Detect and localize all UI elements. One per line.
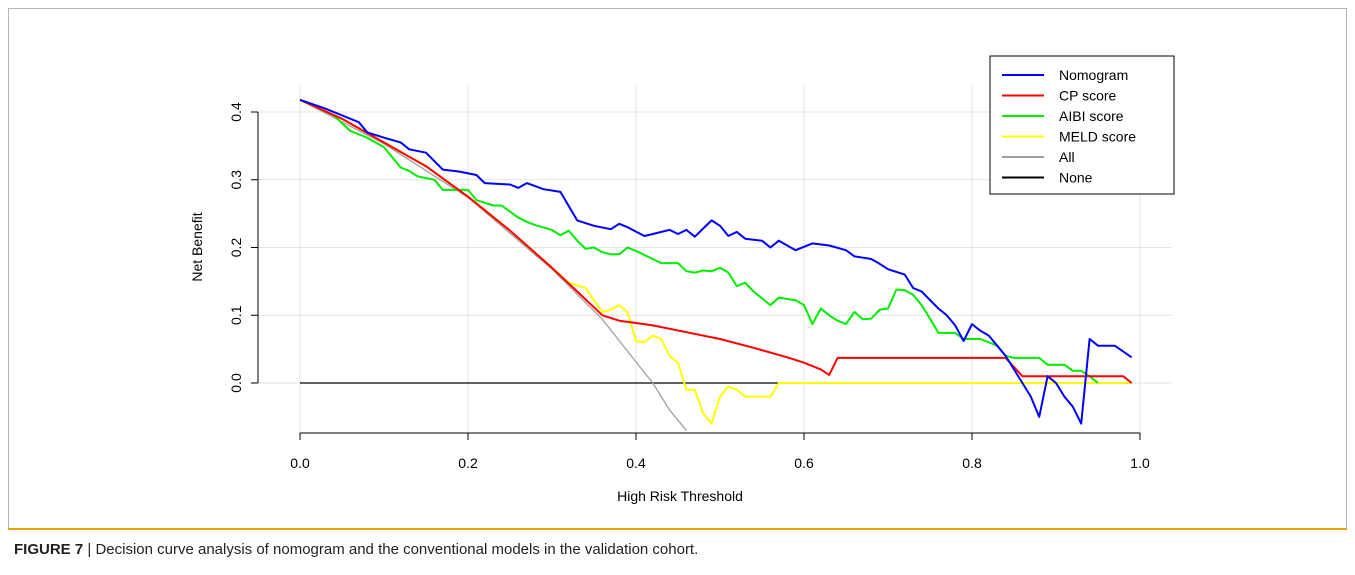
figure-label: FIGURE 7 — [14, 541, 84, 558]
figure-caption: FIGURE 7 | Decision curve analysis of no… — [14, 541, 698, 558]
x-tick-label: 1.0 — [1130, 455, 1150, 471]
series-line-aibi-score — [299, 98, 1099, 384]
decision-curve-chart: 0.0 0.2 0.4 0.6 0.8 1.0 0.0 0.1 0.2 0.3 0.4 High R… — [189, 55, 1175, 504]
series-line-cp-score — [299, 98, 1133, 384]
y-tick-label: 0.0 — [228, 373, 244, 393]
y-tick-label: 0.3 — [228, 170, 244, 190]
legend-label: AIBI score — [1059, 108, 1124, 124]
x-tick-label: 0.8 — [962, 455, 982, 471]
series-lines — [299, 98, 1133, 431]
y-tick-label: 0.2 — [228, 238, 244, 258]
series-line-nomogram — [299, 98, 1133, 425]
x-tick-label: 0.0 — [290, 455, 310, 471]
legend-label: Nomogram — [1059, 67, 1128, 83]
legend-label: MELD score — [1059, 129, 1136, 145]
legend-label: None — [1059, 170, 1093, 186]
series-line-all — [299, 99, 687, 431]
caption-text: Decision curve analysis of nomogram and … — [95, 541, 699, 558]
y-tick-label: 0.1 — [228, 305, 244, 325]
axes: 0.0 0.2 0.4 0.6 0.8 1.0 0.0 0.1 0.2 0.3 0.4 — [228, 102, 1150, 471]
figure-frame — [8, 8, 1347, 528]
y-tick-label: 0.4 — [228, 102, 244, 122]
legend-label: All — [1059, 149, 1075, 165]
x-axis-label: High Risk Threshold — [617, 488, 743, 504]
y-axis-label: Net Benefit — [189, 212, 205, 281]
x-tick-label: 0.4 — [626, 455, 646, 471]
x-tick-label: 0.6 — [794, 455, 814, 471]
x-tick-label: 0.2 — [458, 455, 478, 471]
figure-bottom-rule — [8, 528, 1347, 530]
legend: Nomogram CP score AIBI score MELD score All N… — [989, 55, 1175, 195]
legend-label: CP score — [1059, 88, 1117, 104]
caption-separator: | — [87, 541, 92, 558]
legend-box — [989, 55, 1175, 195]
